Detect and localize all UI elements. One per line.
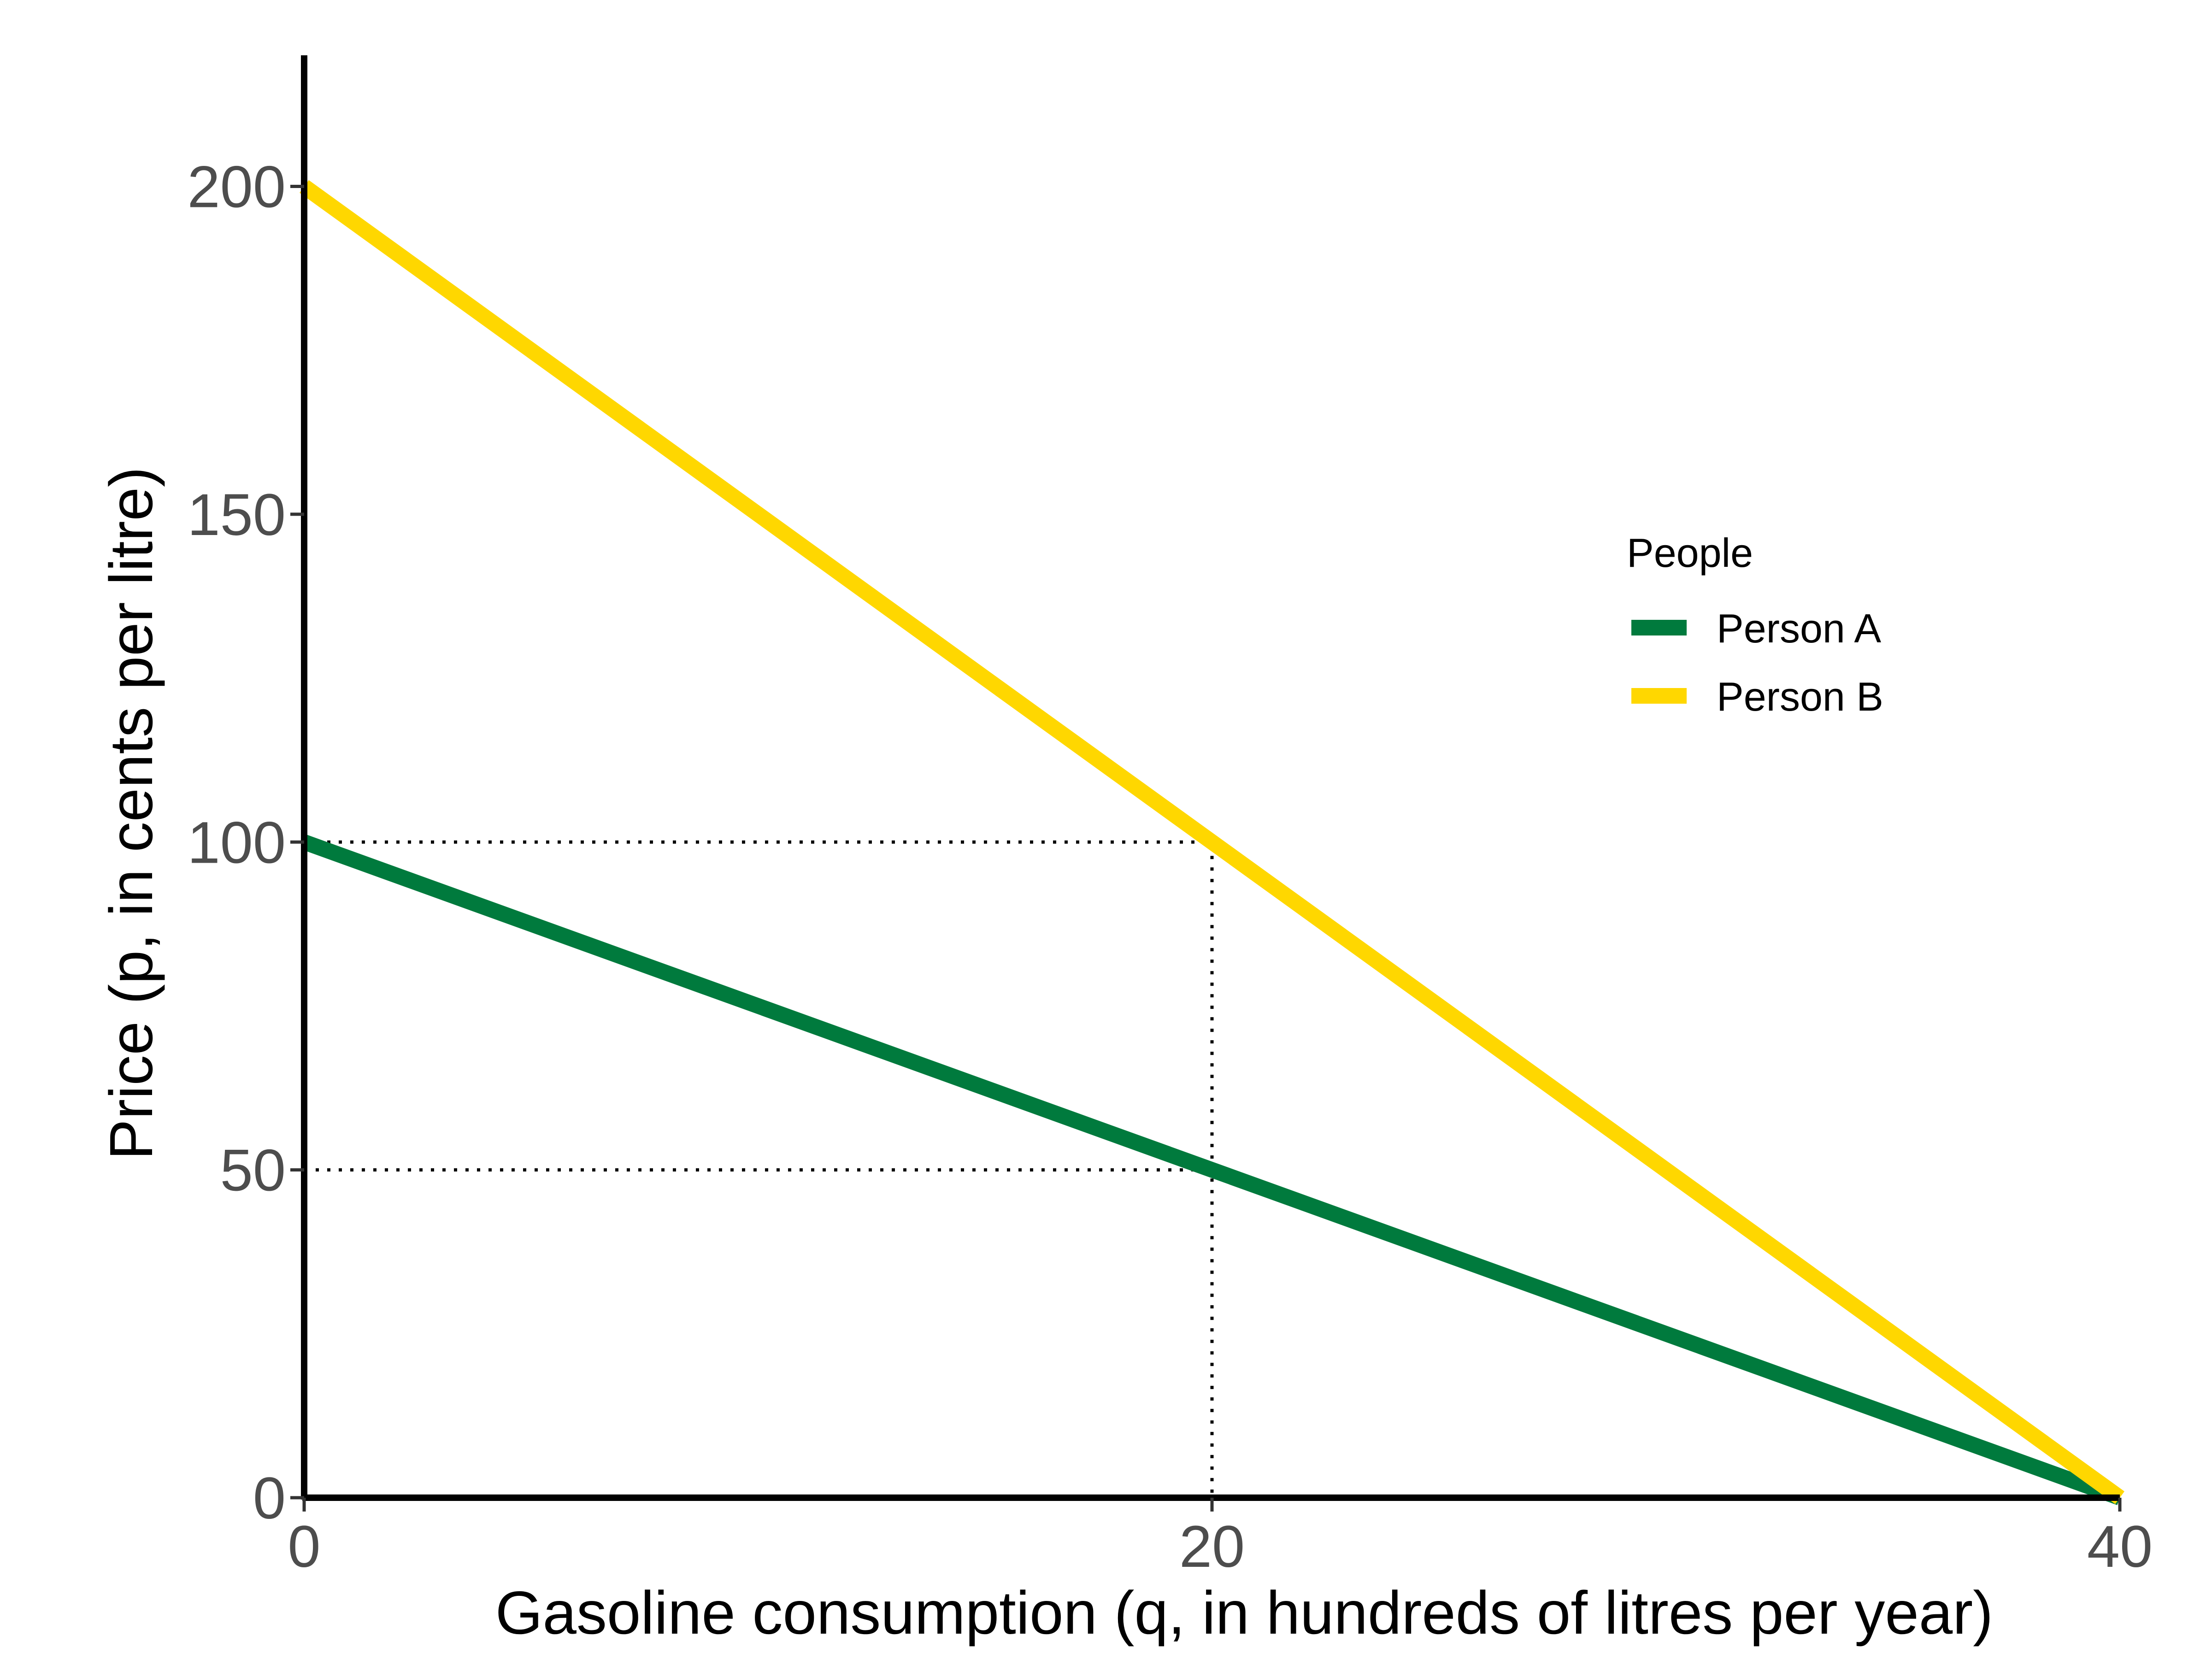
series-line-person-b bbox=[300, 180, 2124, 1504]
y-tick-label: 150 bbox=[187, 482, 286, 548]
series-lines bbox=[300, 180, 2124, 1505]
legend-label-person-a: Person A bbox=[1717, 606, 1881, 651]
y-tick-label: 200 bbox=[187, 154, 286, 220]
x-tick-label: 20 bbox=[1179, 1514, 1245, 1580]
legend: People Person A Person B bbox=[1627, 530, 1883, 719]
reference-lines bbox=[304, 840, 1214, 1498]
y-tick-label: 0 bbox=[253, 1465, 286, 1531]
legend-title: People bbox=[1627, 530, 1753, 576]
reference-line-0 bbox=[304, 840, 1214, 1498]
x-tick-label: 40 bbox=[2087, 1514, 2153, 1580]
x-tick-label: 0 bbox=[288, 1514, 320, 1580]
y-tick-label: 100 bbox=[187, 810, 286, 876]
x-axis-title: Gasoline consumption (q, in hundreds of … bbox=[495, 1579, 1993, 1647]
axes bbox=[290, 55, 2122, 1512]
y-tick-label: 50 bbox=[220, 1138, 286, 1204]
legend-label-person-b: Person B bbox=[1717, 674, 1883, 719]
tick-labels: 0 20 40 0 50 100 150 200 bbox=[187, 154, 2153, 1580]
series-line-person-a bbox=[301, 835, 2123, 1505]
y-axis-title: Price (p, in cents per litre) bbox=[97, 467, 165, 1160]
